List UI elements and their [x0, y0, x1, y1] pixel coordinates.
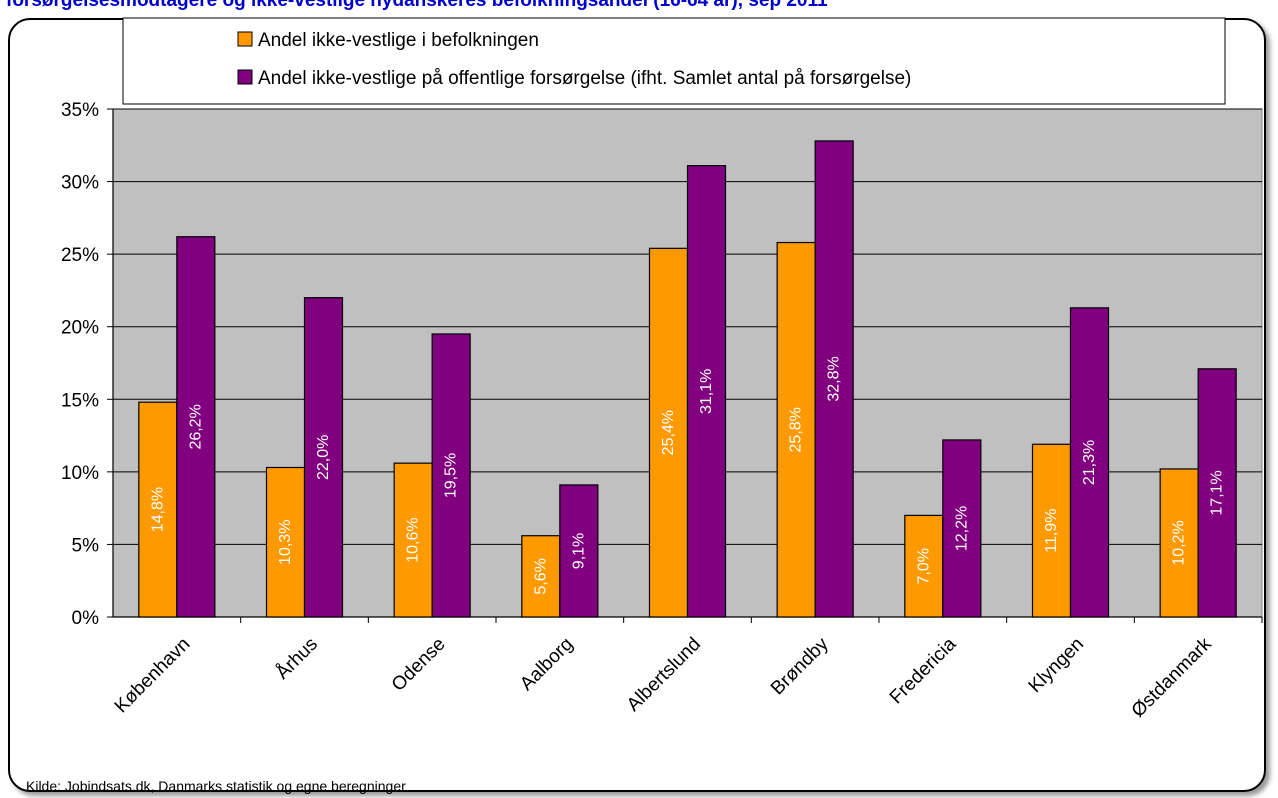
data-label: 12,2% — [953, 506, 970, 551]
category-label: Århus — [272, 634, 322, 684]
category-label: Aalborg — [516, 634, 577, 695]
data-label: 5,6% — [532, 558, 549, 594]
legend-label: Andel ikke-vestlige på offentlige forsør… — [258, 68, 911, 89]
category-label: Odense — [388, 634, 450, 696]
data-label: 31,1% — [698, 369, 715, 414]
data-label: 10,2% — [1171, 520, 1188, 565]
y-tick-label: 25% — [61, 245, 99, 266]
y-tick-label: 10% — [61, 463, 99, 484]
y-tick-label: 30% — [61, 173, 99, 194]
bar-forsorgelse — [814, 140, 854, 618]
bar-forsorgelse — [559, 484, 599, 618]
bar-befolkning — [393, 462, 433, 618]
chart-title: forsørgelsesmodtagere og ikke-vestlige n… — [6, 0, 828, 11]
category-label: Klyngen — [1025, 634, 1088, 697]
y-tick-label: 0% — [72, 608, 100, 629]
source-note: Kilde: Jobindsats.dk, Danmarks statistik… — [26, 778, 406, 794]
y-tick-label: 15% — [61, 390, 99, 411]
legend-swatch — [237, 31, 253, 47]
bar-befolkning — [648, 247, 689, 618]
bar-forsorgelse — [431, 333, 471, 618]
data-label: 25,4% — [660, 410, 677, 455]
bar-forsorgelse — [686, 165, 727, 618]
legend-swatch — [237, 69, 253, 85]
data-label: 26,2% — [187, 404, 204, 449]
y-tick-label: 20% — [61, 318, 99, 339]
bar-befolkning — [904, 514, 944, 618]
bar-forsorgelse — [1069, 307, 1110, 618]
y-tick-label: 35% — [61, 100, 99, 121]
data-label: 25,8% — [788, 407, 805, 452]
bar-forsorgelse — [176, 236, 216, 618]
category-label: Albertslund — [623, 634, 705, 716]
bar-befolkning — [265, 466, 306, 618]
category-label: København — [111, 634, 195, 718]
data-label: 21,3% — [1081, 440, 1098, 485]
legend — [122, 17, 1226, 105]
bar-befolkning — [521, 535, 561, 618]
y-tick-label: 5% — [72, 535, 100, 556]
bar-befolkning — [776, 241, 816, 618]
data-label: 19,5% — [443, 453, 460, 498]
data-label: 10,3% — [277, 520, 294, 565]
data-label: 11,9% — [1043, 509, 1060, 553]
data-label: 17,1% — [1209, 470, 1226, 515]
category-label: Fredericia — [886, 633, 961, 708]
bar-forsorgelse — [942, 439, 982, 618]
category-label: Brøndby — [767, 633, 833, 699]
data-label: 10,6% — [405, 517, 422, 562]
bar-forsorgelse — [1197, 368, 1237, 618]
data-label: 22,0% — [315, 435, 332, 480]
data-label: 32,8% — [826, 356, 843, 401]
bar-befolkning — [1159, 468, 1199, 618]
data-label: 14,8% — [149, 487, 166, 532]
legend-label: Andel ikke-vestlige i befolkningen — [258, 30, 539, 51]
bar-forsorgelse — [303, 297, 344, 618]
data-label: 9,1% — [570, 533, 587, 569]
data-label: 7,0% — [915, 548, 932, 584]
category-label: Østdanmark — [1128, 633, 1216, 721]
